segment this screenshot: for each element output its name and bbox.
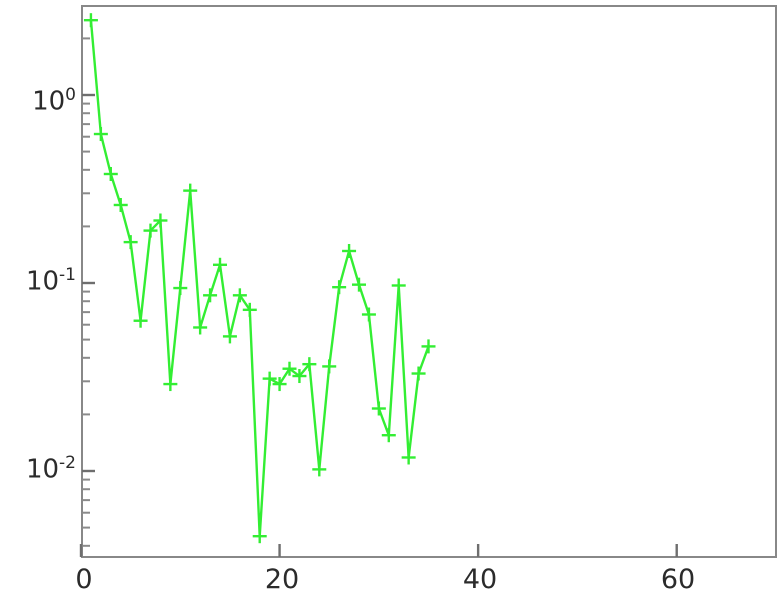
data-point-marker — [371, 401, 386, 416]
data-point-marker — [193, 320, 208, 335]
y-tick-mantissa: 10 — [32, 86, 66, 117]
data-point-marker — [252, 529, 267, 544]
data-point-marker — [352, 277, 366, 292]
data-point-marker — [163, 377, 178, 392]
data-point-marker — [262, 371, 277, 386]
data-point-marker — [213, 257, 227, 272]
data-point-marker — [113, 197, 128, 212]
data-point-marker — [381, 428, 396, 443]
x-tick-label-0: 0 — [75, 564, 93, 595]
x-tick-label-20: 20 — [264, 564, 300, 595]
y-tick-label-1e-2: 10-2 — [26, 450, 76, 483]
data-point-marker — [411, 366, 426, 381]
data-point-marker — [401, 450, 416, 465]
data-point-marker — [93, 127, 108, 142]
data-point-marker — [292, 369, 307, 384]
data-point-marker — [133, 313, 148, 328]
y-tick-exponent: -2 — [59, 453, 76, 473]
y-axis-minor-ticks — [82, 37, 90, 547]
data-point-marker — [391, 278, 406, 293]
data-point-marker — [143, 223, 158, 238]
y-tick-exponent: 0 — [65, 85, 76, 105]
data-point-marker — [123, 235, 138, 250]
data-point-marker — [222, 329, 237, 344]
y-tick-mantissa: 10 — [25, 266, 60, 297]
data-point-marker — [421, 339, 436, 354]
series-line — [89, 18, 430, 538]
data-point-marker — [173, 281, 188, 296]
data-point-marker — [272, 377, 287, 392]
data-point-marker — [203, 288, 218, 303]
data-point-marker — [183, 183, 198, 198]
y-tick-exponent: -1 — [59, 265, 76, 285]
data-point-marker — [103, 167, 118, 182]
data-point-marker — [361, 307, 376, 322]
y-tick-label-1e0: 100 — [32, 82, 76, 115]
data-point-marker — [322, 359, 337, 374]
data-point-marker — [342, 243, 357, 258]
y-tick-mantissa: 10 — [25, 454, 60, 485]
y-axis-major-ticks — [82, 93, 95, 473]
data-point-marker — [282, 361, 297, 376]
data-point-marker — [332, 280, 347, 295]
data-point-marker — [232, 288, 247, 303]
x-tick-label-40: 40 — [462, 564, 498, 595]
y-tick-label-1e-1: 10-1 — [26, 262, 76, 295]
data-point-marker — [302, 357, 317, 372]
data-point-marker — [83, 13, 98, 28]
x-tick-label-60: 60 — [660, 564, 696, 595]
x-axis-major-ticks — [79, 544, 678, 557]
data-point-marker — [312, 462, 327, 477]
series-markers — [83, 13, 436, 544]
data-series-layer — [83, 13, 436, 544]
data-point-marker — [242, 302, 257, 317]
data-point-marker — [153, 213, 168, 228]
